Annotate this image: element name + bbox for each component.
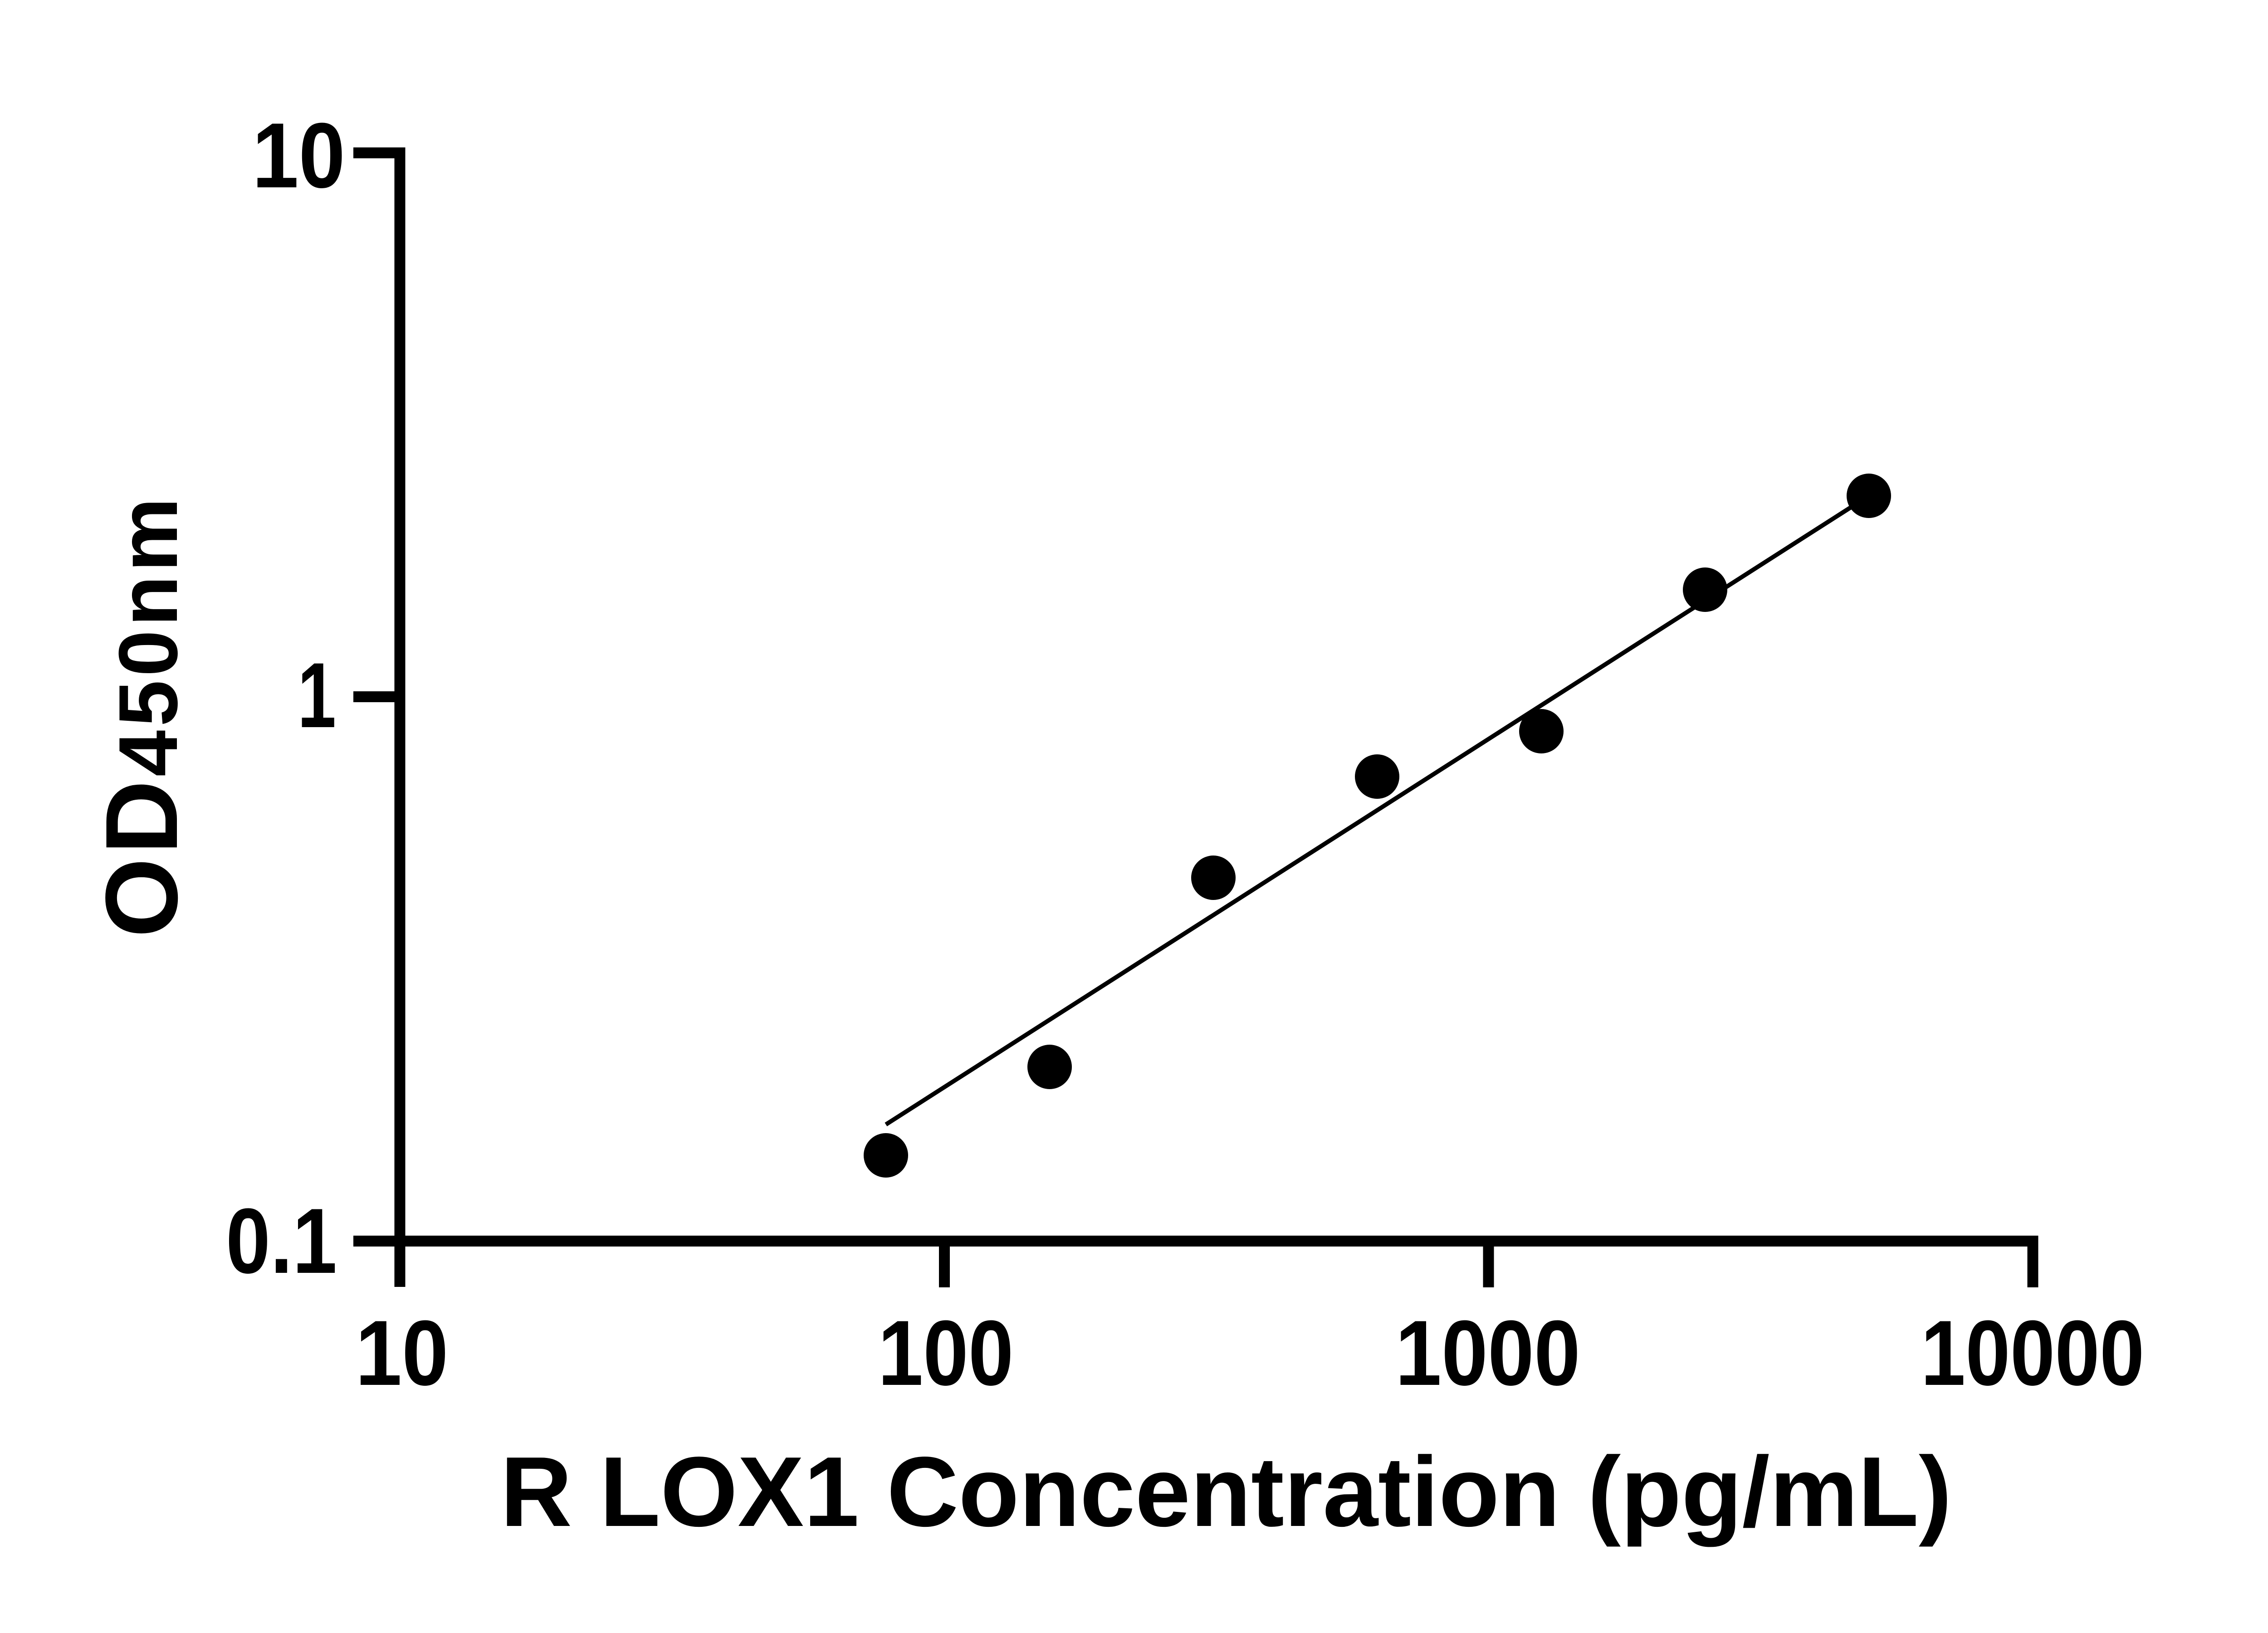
svg-text:R LOX1 Concentration (pg/mL): R LOX1 Concentration (pg/mL) (500, 1437, 1952, 1547)
svg-text:OD450nm: OD450nm (84, 494, 199, 938)
svg-text:1: 1 (298, 644, 336, 747)
svg-text:0.1: 0.1 (226, 1189, 337, 1293)
svg-text:1000: 1000 (1395, 1301, 1580, 1405)
svg-text:10: 10 (252, 104, 345, 207)
svg-text:10000: 10000 (1921, 1301, 2145, 1405)
svg-text:100: 100 (878, 1301, 1014, 1405)
svg-text:10: 10 (356, 1301, 449, 1405)
